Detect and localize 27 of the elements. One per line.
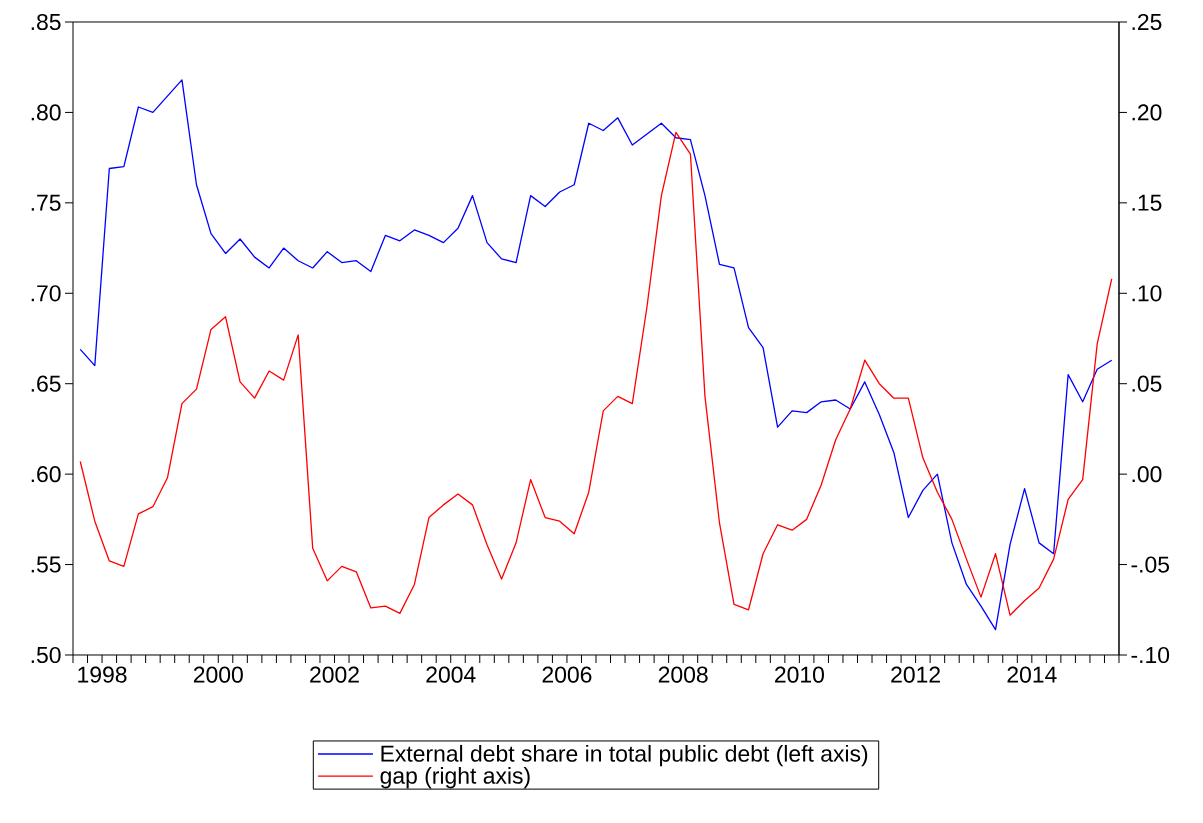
- y2-tick-label: -.10: [1131, 646, 1170, 664]
- x-tick-label: 2004: [426, 666, 476, 683]
- y-tick-label: .70: [31, 285, 61, 302]
- y2-tick-label: .15: [1132, 194, 1162, 211]
- y-tick-label: .80: [31, 104, 61, 121]
- x-tick-label: 2014: [1007, 666, 1057, 683]
- x-tick-label: 2008: [658, 666, 708, 683]
- x-tick-label: 2012: [891, 666, 940, 683]
- y2-tick-label: -.05: [1131, 556, 1170, 573]
- x-tick-label: 2006: [542, 666, 592, 683]
- x-tick-label: 2010: [775, 666, 824, 683]
- y2-tick-label: .05: [1132, 375, 1162, 392]
- y-tick-label: .85: [31, 13, 61, 31]
- legend-label: gap (right axis): [380, 767, 530, 789]
- y2-tick-label: .25: [1132, 13, 1162, 31]
- y2-tick-label: .20: [1132, 104, 1162, 121]
- x-tick-label: 1998: [78, 666, 127, 683]
- y2-tick-label: .00: [1132, 466, 1162, 483]
- legend-label: External debt share in total public debt (left axis): [381, 744, 868, 767]
- x-tick-label: 2002: [310, 666, 359, 683]
- y-tick-label: .65: [31, 375, 61, 392]
- y-tick-label: .75: [31, 194, 61, 211]
- y-tick-label: .55: [31, 556, 61, 573]
- y-tick-label: .50: [31, 646, 61, 664]
- y2-tick-label: .10: [1132, 285, 1162, 302]
- x-tick-label: 2000: [193, 666, 243, 683]
- y-tick-label: .60: [31, 466, 61, 483]
